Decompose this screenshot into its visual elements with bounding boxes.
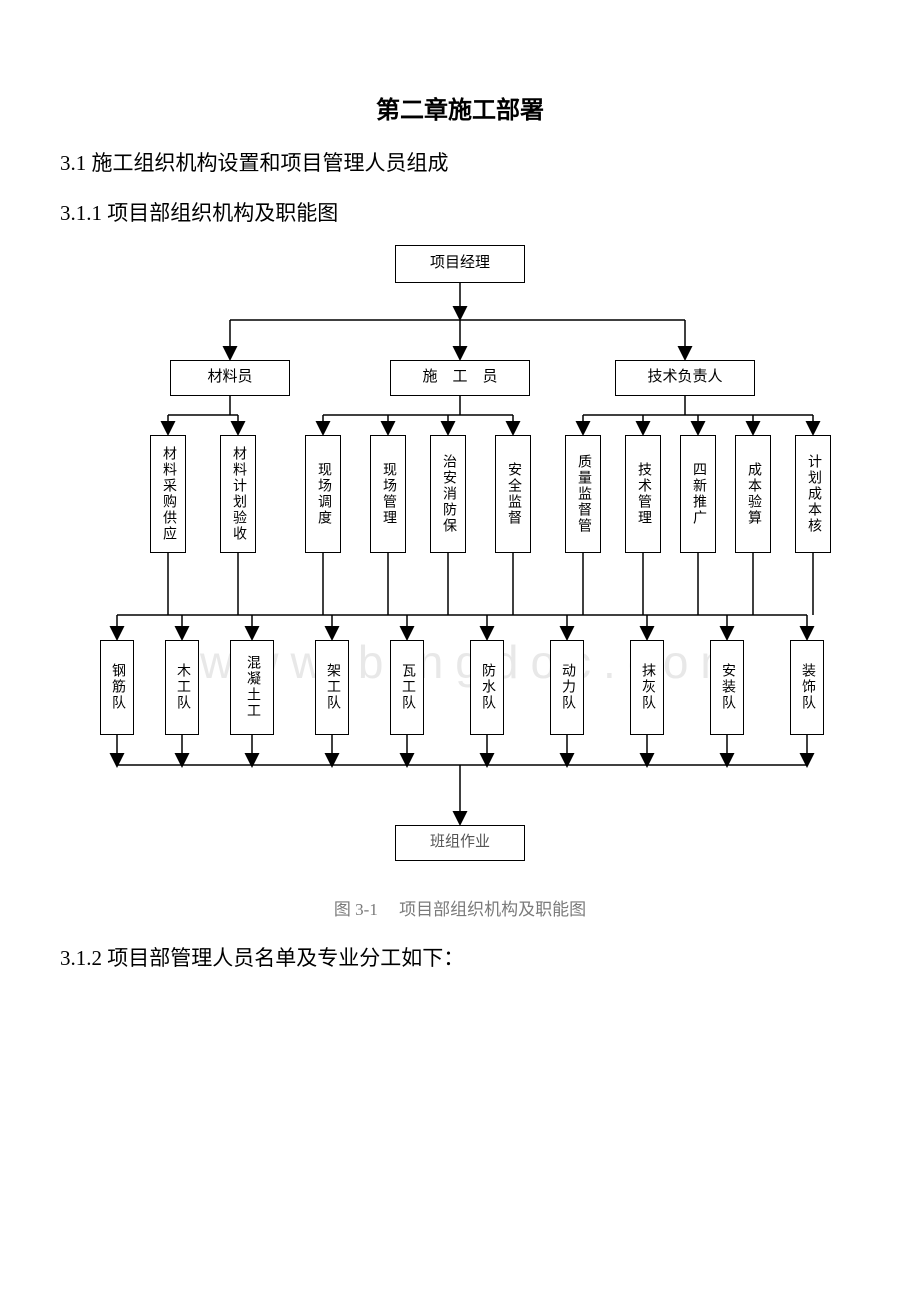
org-chart-lines — [80, 245, 840, 865]
node-final: 班组作业 — [395, 825, 525, 861]
caption-number: 图 3-1 — [334, 900, 378, 919]
section-3-1-1: 3.1.1 项目部组织机构及职能图 — [60, 195, 860, 233]
node-l3-6: 质量监督管 — [565, 435, 601, 553]
node-root: 项目经理 — [395, 245, 525, 283]
node-l4-5: 防水队 — [470, 640, 504, 735]
node-l3-4: 治安消防保 — [430, 435, 466, 553]
node-l4-7: 抹灰队 — [630, 640, 664, 735]
node-l3-7: 技术管理 — [625, 435, 661, 553]
node-materials: 材料员 — [170, 360, 290, 396]
node-l4-6: 动力队 — [550, 640, 584, 735]
node-l3-0: 材料采购供应 — [150, 435, 186, 553]
node-l4-4: 瓦工队 — [390, 640, 424, 735]
node-l4-3: 架工队 — [315, 640, 349, 735]
node-l4-8: 安装队 — [710, 640, 744, 735]
node-l4-9: 装饰队 — [790, 640, 824, 735]
node-l3-2: 现场调度 — [305, 435, 341, 553]
org-chart: www.bingdoc.com — [80, 245, 840, 865]
node-l4-1: 木工队 — [165, 640, 199, 735]
node-l3-10: 计划成本核 — [795, 435, 831, 553]
node-l4-0: 钢筋队 — [100, 640, 134, 735]
node-l3-1: 材料计划验收 — [220, 435, 256, 553]
node-l3-9: 成本验算 — [735, 435, 771, 553]
chapter-title: 第二章施工部署 — [60, 90, 860, 125]
node-l3-8: 四新推广 — [680, 435, 716, 553]
node-l3-3: 现场管理 — [370, 435, 406, 553]
node-construction: 施 工 员 — [390, 360, 530, 396]
node-l3-5: 安全监督 — [495, 435, 531, 553]
node-l4-2: 混凝土工 — [230, 640, 274, 735]
section-3-1-2: 3.1.2 项目部管理人员名单及专业分工如下： — [60, 940, 860, 978]
figure-caption: 图 3-1 项目部组织机构及职能图 — [60, 895, 860, 920]
section-3-1: 3.1 施工组织机构设置和项目管理人员组成 — [60, 145, 860, 183]
node-tech-lead: 技术负责人 — [615, 360, 755, 396]
caption-text: 项目部组织机构及职能图 — [399, 900, 586, 919]
